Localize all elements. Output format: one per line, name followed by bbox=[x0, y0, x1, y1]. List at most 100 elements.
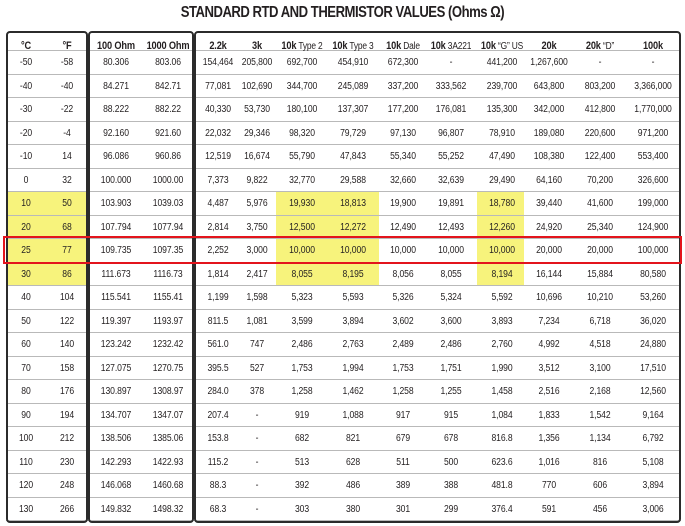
table-cell: 22,032 bbox=[205, 127, 231, 139]
table-cell: 392 bbox=[294, 480, 310, 491]
table-cell: 130.897 bbox=[100, 386, 132, 397]
table-cell: 623.6 bbox=[491, 456, 513, 468]
column-header: 1000 Ohm bbox=[134, 39, 201, 53]
table-cell: 19,891 bbox=[438, 198, 464, 209]
table-cell: 3,600 bbox=[440, 315, 462, 327]
table-cell: 456 bbox=[592, 503, 608, 515]
table-cell: 78,910 bbox=[489, 127, 515, 139]
column-header-label: °F bbox=[62, 40, 72, 52]
table-cell: 5,592 bbox=[491, 292, 513, 303]
column-header: °C bbox=[0, 39, 60, 53]
table-cell: 176,081 bbox=[435, 104, 467, 115]
column-header-label: 10k bbox=[332, 40, 348, 52]
row-rule bbox=[6, 285, 681, 286]
table-cell: 70,200 bbox=[587, 174, 613, 186]
column-header-label: 2.2k bbox=[209, 40, 227, 52]
table-cell: 1155.41 bbox=[153, 292, 183, 303]
table-cell: 8,194 bbox=[491, 268, 513, 280]
table-cell: -50 bbox=[19, 57, 33, 68]
table-cell: 90 bbox=[21, 409, 31, 421]
table-cell: 842.71 bbox=[155, 80, 181, 92]
table-cell: 25 bbox=[21, 245, 31, 256]
table-cell: 8,055 bbox=[440, 268, 462, 280]
highlight-cell bbox=[276, 238, 379, 262]
table-cell: 678 bbox=[443, 433, 459, 444]
table-cell: 12,490 bbox=[390, 221, 416, 233]
column-group-border bbox=[194, 31, 681, 523]
table-cell: 7,234 bbox=[538, 315, 560, 327]
table-cell: 1,990 bbox=[491, 362, 513, 374]
table-cell: 692,700 bbox=[286, 57, 318, 68]
table-cell: 100,000 bbox=[637, 245, 669, 256]
table-cell: 1,753 bbox=[291, 362, 313, 374]
table-cell: 4,992 bbox=[538, 339, 560, 350]
row-rule bbox=[6, 520, 681, 521]
table-cell: - bbox=[651, 57, 655, 68]
table-cell: 1,994 bbox=[342, 362, 364, 374]
table-cell: 1,770,000 bbox=[634, 104, 672, 115]
table-cell: 39,440 bbox=[536, 198, 562, 209]
table-cell: 803.06 bbox=[155, 57, 181, 68]
column-header-sublabel: Dale bbox=[401, 41, 420, 52]
table-cell: 115.541 bbox=[101, 292, 131, 303]
table-cell: 1385.06 bbox=[152, 433, 184, 444]
table-cell: 816.8 bbox=[491, 433, 513, 444]
table-cell: - bbox=[598, 57, 602, 68]
column-header-label: 20k bbox=[541, 40, 557, 52]
table-cell: 682 bbox=[294, 433, 310, 444]
table-cell: 77 bbox=[62, 245, 72, 256]
table-cell: 19,930 bbox=[289, 198, 315, 209]
table-cell: 92.160 bbox=[103, 127, 129, 139]
table-cell: 80.306 bbox=[103, 57, 129, 68]
table-cell: 10,210 bbox=[587, 292, 613, 303]
table-cell: 32,660 bbox=[390, 174, 416, 186]
table-cell: 3,366,000 bbox=[634, 80, 672, 92]
table-cell: 60 bbox=[21, 339, 31, 350]
table-cell: 1460.68 bbox=[152, 480, 184, 491]
table-cell: -22 bbox=[60, 104, 74, 115]
table-cell: 86 bbox=[62, 268, 72, 280]
table-cell: 299 bbox=[443, 503, 459, 515]
table-cell: 98,320 bbox=[289, 127, 315, 139]
table-cell: 212 bbox=[59, 433, 75, 444]
column-header: 10k 3A221 bbox=[417, 39, 484, 53]
table-cell: 64,160 bbox=[536, 174, 562, 186]
table-cell: 8,055 bbox=[291, 268, 313, 280]
column-header-sublabel: Type 2 bbox=[296, 41, 323, 52]
table-cell: 3,599 bbox=[291, 315, 313, 327]
table-cell: -4 bbox=[63, 127, 71, 139]
highlight-cell bbox=[276, 192, 379, 215]
table-cell: 3,100 bbox=[589, 362, 611, 374]
column-header: 2.2k bbox=[184, 39, 251, 53]
table-cell: 1,753 bbox=[392, 362, 414, 374]
table-cell: 17,510 bbox=[640, 362, 666, 374]
table-cell: 1,751 bbox=[440, 362, 462, 374]
table-cell: 154,464 bbox=[202, 57, 234, 68]
row-rule bbox=[6, 120, 681, 122]
table-cell: 561.0 bbox=[207, 339, 229, 350]
table-cell: 12,500 bbox=[289, 221, 315, 233]
column-header-label: 3k bbox=[252, 40, 262, 52]
table-cell: 18,780 bbox=[489, 198, 515, 209]
table-cell: 395.5 bbox=[207, 362, 229, 374]
column-header-label: 10k bbox=[281, 40, 297, 52]
table-cell: 1422.93 bbox=[152, 456, 184, 468]
table-cell: 481.8 bbox=[491, 480, 513, 491]
column-header-label: °C bbox=[20, 40, 32, 52]
row-rule bbox=[6, 73, 681, 75]
table-cell: 16,144 bbox=[536, 268, 562, 280]
table-cell: 971,200 bbox=[637, 127, 669, 139]
highlight-cell bbox=[477, 238, 524, 262]
table-cell: 230 bbox=[59, 456, 75, 468]
table-cell: 917 bbox=[395, 409, 411, 421]
table-cell: 79,729 bbox=[340, 127, 366, 139]
table-cell: 1000.00 bbox=[152, 174, 184, 186]
table-cell: 50 bbox=[62, 198, 72, 209]
table-cell: 303 bbox=[294, 503, 310, 515]
row-rule bbox=[6, 214, 681, 216]
table-cell: -20 bbox=[19, 127, 33, 139]
table-cell: 80 bbox=[21, 386, 31, 397]
row-rule bbox=[6, 402, 681, 404]
table-cell: 2,168 bbox=[589, 386, 611, 397]
